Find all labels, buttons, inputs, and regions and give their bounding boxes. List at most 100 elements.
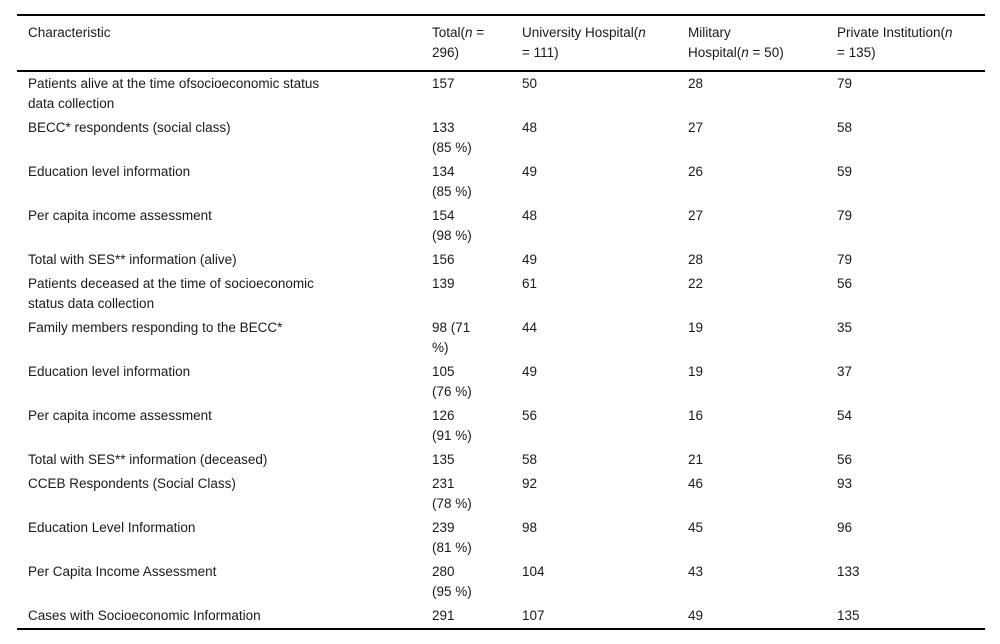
- cell-university: 98: [522, 520, 538, 535]
- cell-private: 56: [837, 452, 853, 467]
- cell-university: 92: [522, 476, 538, 491]
- cell-university: 58: [522, 452, 538, 467]
- column-header-university-hospital: University Hospital(n = 111): [511, 15, 677, 72]
- header-label: University Hospital(: [522, 25, 639, 40]
- cell-university: 49: [522, 364, 538, 379]
- cell-characteristic: Patients deceased at the time of socioec…: [28, 276, 314, 311]
- cell-university: 48: [522, 120, 538, 135]
- cell-characteristic: Family members responding to the BECC*: [28, 320, 283, 335]
- header-label: Hospital(: [688, 45, 742, 60]
- cell-characteristic: Education level information: [28, 364, 191, 379]
- header-label: Private Institution(: [837, 25, 946, 40]
- cell-private: 135: [837, 608, 860, 623]
- cell-private: 37: [837, 364, 853, 379]
- header-label: = 135): [837, 45, 876, 60]
- cell-military: 43: [688, 564, 704, 579]
- cell-total: 156: [432, 252, 455, 267]
- cell-characteristic: Patients alive at the time ofsocioeconom…: [28, 76, 320, 111]
- table-row: Education level information 105 (76 %) 49 1…: [17, 360, 985, 404]
- column-header-characteristic: Characteristic: [17, 15, 421, 72]
- table-row: Total with SES** information (deceased) 1…: [17, 448, 985, 472]
- cell-total: 291: [432, 608, 455, 623]
- cell-private: 79: [837, 208, 853, 223]
- characteristics-table: Characteristic Total(n = 296) University …: [17, 14, 985, 630]
- cell-military: 46: [688, 476, 704, 491]
- table-row: Patients deceased at the time of socioec…: [17, 272, 985, 316]
- cell-total: 154 (98 %): [432, 208, 472, 243]
- cell-characteristic: Per capita income assessment: [28, 208, 212, 223]
- cell-private: 59: [837, 164, 853, 179]
- header-label: 296): [432, 45, 460, 60]
- cell-university: 49: [522, 164, 538, 179]
- cell-characteristic: Per Capita Income Assessment: [28, 564, 217, 579]
- cell-private: 35: [837, 320, 853, 335]
- cell-university: 104: [522, 564, 545, 579]
- table-row: Education level information 134 (85 %) 49 2…: [17, 160, 985, 204]
- cell-military: 22: [688, 276, 704, 291]
- cell-characteristic: CCEB Respondents (Social Class): [28, 476, 236, 491]
- cell-university: 49: [522, 252, 538, 267]
- header-label: = 111): [522, 45, 559, 60]
- cell-total: 280 (95 %): [432, 564, 472, 599]
- cell-total: 133 (85 %): [432, 120, 472, 155]
- header-label: Military: [688, 25, 731, 40]
- cell-military: 45: [688, 520, 704, 535]
- table-header-row: Characteristic Total(n = 296) University …: [17, 15, 985, 72]
- header-label: Characteristic: [28, 25, 111, 40]
- table-row: BECC* respondents (social class) 133 (85 …: [17, 116, 985, 160]
- cell-characteristic: Total with SES** information (deceased): [28, 452, 268, 467]
- cell-total: 126 (91 %): [432, 408, 472, 443]
- cell-military: 27: [688, 208, 704, 223]
- cell-university: 61: [522, 276, 538, 291]
- column-header-private-institution: Private Institution(n = 135): [826, 15, 985, 72]
- cell-private: 96: [837, 520, 853, 535]
- cell-university: 44: [522, 320, 538, 335]
- cell-military: 19: [688, 320, 704, 335]
- table-row: Per capita income assessment 126 (91 %) 56…: [17, 404, 985, 448]
- cell-total: 134 (85 %): [432, 164, 472, 199]
- cell-university: 56: [522, 408, 538, 423]
- table-row: Total with SES** information (alive) 156 4…: [17, 248, 985, 272]
- cell-university: 48: [522, 208, 538, 223]
- n-symbol: n: [465, 25, 473, 40]
- cell-characteristic: Education Level Information: [28, 520, 196, 535]
- cell-university: 50: [522, 76, 538, 91]
- cell-private: 79: [837, 76, 853, 91]
- cell-university: 107: [522, 608, 545, 623]
- cell-private: 56: [837, 276, 853, 291]
- cell-private: 54: [837, 408, 853, 423]
- cell-characteristic: Education level information: [28, 164, 191, 179]
- cell-private: 58: [837, 120, 853, 135]
- table-row: Education Level Information 239 (81 %) 98 4…: [17, 516, 985, 560]
- header-label: =: [472, 25, 485, 40]
- n-symbol: n: [741, 45, 749, 60]
- header-label: Total(: [432, 25, 466, 40]
- table-row: Family members responding to the BECC* 98…: [17, 316, 985, 360]
- cell-military: 19: [688, 364, 704, 379]
- cell-total: 135: [432, 452, 455, 467]
- cell-characteristic: BECC* respondents (social class): [28, 120, 231, 135]
- cell-total: 231 (78 %): [432, 476, 472, 511]
- column-header-total: Total(n = 296): [421, 15, 511, 72]
- table-row: Per capita income assessment 154 (98 %) 48…: [17, 204, 985, 248]
- cell-private: 79: [837, 252, 853, 267]
- table-row: Cases with Socioeconomic Information 291 1…: [17, 604, 985, 629]
- cell-private: 93: [837, 476, 853, 491]
- n-symbol: n: [945, 25, 953, 40]
- cell-characteristic: Cases with Socioeconomic Information: [28, 608, 261, 623]
- cell-total: 157: [432, 76, 455, 91]
- cell-total: 239 (81 %): [432, 520, 472, 555]
- table-row: Per Capita Income Assessment 280 (95 %) 10…: [17, 560, 985, 604]
- cell-military: 26: [688, 164, 704, 179]
- n-symbol: n: [638, 25, 646, 40]
- cell-total: 139: [432, 276, 455, 291]
- cell-total: 98 (71 %): [432, 320, 471, 355]
- cell-private: 133: [837, 564, 860, 579]
- cell-military: 16: [688, 408, 704, 423]
- cell-military: 21: [688, 452, 704, 467]
- cell-military: 49: [688, 608, 704, 623]
- cell-characteristic: Per capita income assessment: [28, 408, 212, 423]
- table-row: Patients alive at the time ofsocioeconom…: [17, 71, 985, 116]
- cell-military: 28: [688, 76, 704, 91]
